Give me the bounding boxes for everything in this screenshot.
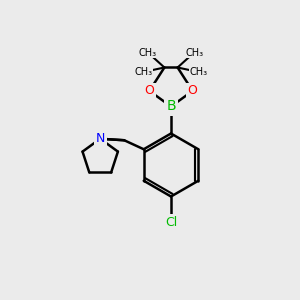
Text: Cl: Cl	[165, 215, 177, 229]
Text: CH₃: CH₃	[134, 67, 152, 77]
Text: CH₃: CH₃	[185, 47, 203, 58]
Text: CH₃: CH₃	[139, 47, 157, 58]
Text: O: O	[145, 84, 154, 98]
Text: N: N	[95, 132, 105, 145]
Text: B: B	[166, 100, 176, 113]
Text: CH₃: CH₃	[190, 67, 208, 77]
Text: O: O	[188, 84, 197, 98]
